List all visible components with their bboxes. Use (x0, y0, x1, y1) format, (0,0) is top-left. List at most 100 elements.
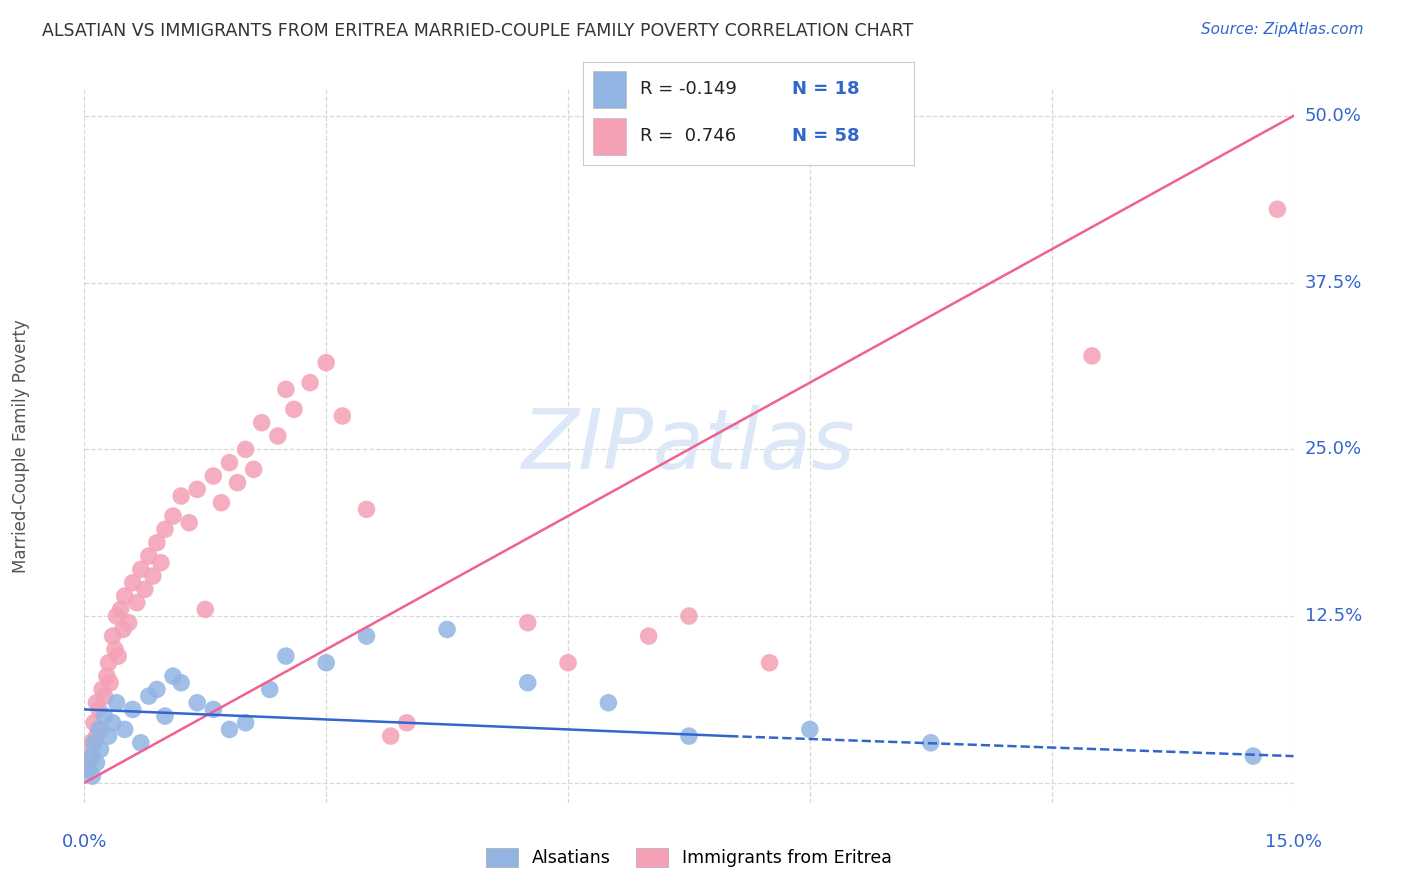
Point (114, 589, 136, 603)
Point (87, 702, 110, 716)
Point (101, 715, 124, 730)
Bar (593, 70, 627, 108)
Text: R = -0.149: R = -0.149 (640, 80, 737, 98)
Point (121, 575, 143, 590)
Point (202, 702, 225, 716)
Point (125, 596, 148, 610)
Point (98, 675, 121, 690)
Point (202, 469, 225, 483)
Point (77, 756, 100, 770)
Point (153, 522, 176, 536)
Point (209, 496, 232, 510)
Point (138, 689, 160, 703)
Point (104, 642, 127, 657)
Text: Married-Couple Family Poverty: Married-Couple Family Poverty (13, 319, 31, 573)
Point (93, 689, 115, 703)
Point (89, 742, 111, 756)
Point (114, 723, 136, 737)
Point (920, 736, 942, 750)
Point (82, 769, 104, 783)
Point (170, 489, 193, 503)
Point (194, 602, 217, 616)
Text: R =  0.746: R = 0.746 (640, 128, 735, 145)
Point (299, 376, 322, 390)
Point (678, 609, 700, 624)
Point (186, 696, 208, 710)
Point (218, 723, 240, 737)
Point (153, 709, 176, 723)
Point (267, 429, 290, 443)
Point (179, 516, 201, 530)
Point (330, 409, 353, 423)
Text: 12.5%: 12.5% (1305, 607, 1362, 625)
Point (162, 509, 184, 524)
Point (87, 723, 110, 737)
Point (395, 715, 418, 730)
Point (77, 763, 100, 777)
Point (86, 729, 108, 743)
Point (107, 649, 129, 664)
Point (121, 702, 143, 716)
Text: 25.0%: 25.0% (1305, 441, 1362, 458)
Point (758, 656, 780, 670)
Point (274, 649, 297, 664)
Point (86, 696, 108, 710)
Point (105, 696, 128, 710)
Point (356, 502, 378, 516)
Point (134, 582, 156, 597)
Point (80, 736, 103, 750)
Point (105, 609, 128, 624)
Point (118, 615, 141, 630)
Point (83, 736, 105, 750)
Text: 37.5%: 37.5% (1305, 274, 1362, 292)
Point (274, 382, 297, 396)
Point (1267, 202, 1289, 217)
Point (86, 756, 108, 770)
Point (678, 729, 700, 743)
Point (516, 675, 538, 690)
Point (146, 535, 169, 549)
Point (380, 729, 402, 743)
Point (91, 682, 114, 697)
Point (516, 615, 538, 630)
Point (138, 549, 160, 563)
Point (315, 656, 337, 670)
Text: 0.0%: 0.0% (62, 833, 107, 851)
Point (1081, 349, 1104, 363)
Text: N = 58: N = 58 (792, 128, 859, 145)
Text: 15.0%: 15.0% (1265, 833, 1322, 851)
Point (235, 715, 257, 730)
Point (259, 682, 281, 697)
Point (598, 696, 620, 710)
Point (82, 749, 104, 764)
Text: ZIPatlas: ZIPatlas (522, 406, 856, 486)
Point (110, 602, 132, 616)
Point (283, 402, 305, 417)
Point (557, 656, 579, 670)
Point (315, 356, 337, 370)
Point (235, 442, 257, 457)
Point (93, 709, 115, 723)
Point (129, 736, 152, 750)
Point (83, 715, 105, 730)
Text: 50.0%: 50.0% (1305, 107, 1361, 125)
Bar (593, 118, 627, 155)
Point (356, 629, 378, 643)
Point (162, 669, 184, 683)
Point (250, 416, 273, 430)
Legend: Alsatians, Immigrants from Eritrea: Alsatians, Immigrants from Eritrea (479, 841, 898, 874)
Text: N = 18: N = 18 (792, 80, 859, 98)
Point (96, 669, 118, 683)
Text: ALSATIAN VS IMMIGRANTS FROM ERITREA MARRIED-COUPLE FAMILY POVERTY CORRELATION CH: ALSATIAN VS IMMIGRANTS FROM ERITREA MARR… (42, 22, 914, 40)
Point (218, 456, 240, 470)
Point (170, 675, 193, 690)
Point (112, 623, 135, 637)
Point (149, 556, 172, 570)
Point (146, 682, 169, 697)
Point (436, 623, 458, 637)
Point (142, 569, 165, 583)
Point (97, 656, 120, 670)
Point (186, 483, 208, 497)
Point (799, 723, 821, 737)
Point (97, 729, 120, 743)
